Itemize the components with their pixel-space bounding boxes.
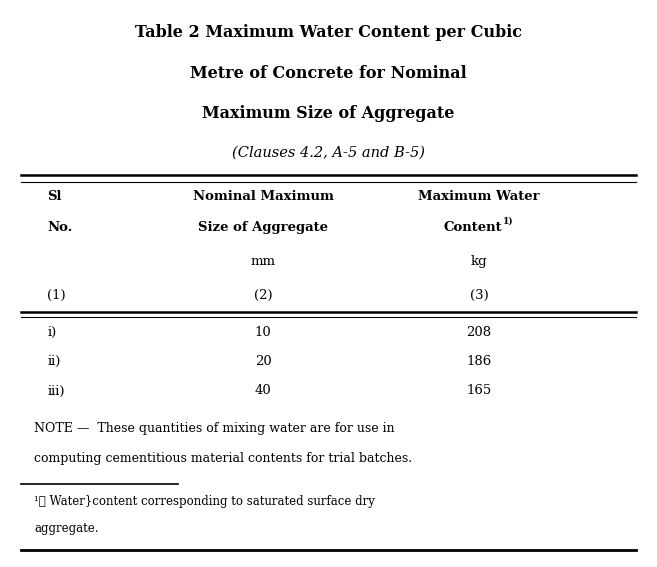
Text: Maximum Size of Aggregate: Maximum Size of Aggregate — [202, 105, 455, 122]
Text: ii): ii) — [47, 355, 60, 368]
Text: Metre of Concrete for Nominal: Metre of Concrete for Nominal — [190, 65, 467, 82]
Text: Table 2 Maximum Water Content per Cubic: Table 2 Maximum Water Content per Cubic — [135, 24, 522, 41]
Text: No.: No. — [47, 222, 72, 234]
Text: (2): (2) — [254, 289, 273, 302]
Text: Content: Content — [443, 222, 502, 234]
Text: Size of Aggregate: Size of Aggregate — [198, 222, 328, 234]
Text: 1): 1) — [503, 217, 514, 226]
Text: aggregate.: aggregate. — [34, 522, 99, 535]
Text: 40: 40 — [255, 384, 271, 397]
Text: 165: 165 — [466, 384, 491, 397]
Text: 208: 208 — [466, 326, 491, 339]
Text: kg: kg — [470, 255, 487, 268]
Text: (3): (3) — [470, 289, 488, 302]
Text: (Clauses 4.2, A-5 and B-5): (Clauses 4.2, A-5 and B-5) — [232, 146, 425, 160]
Text: 10: 10 — [255, 326, 271, 339]
Text: Maximum Water: Maximum Water — [418, 191, 540, 204]
Text: 186: 186 — [466, 355, 491, 368]
Text: NOTE —  These quantities of mixing water are for use in: NOTE — These quantities of mixing water … — [34, 422, 395, 435]
Text: ¹⦾ Water}content corresponding to saturated surface dry: ¹⦾ Water}content corresponding to satura… — [34, 494, 375, 507]
Text: Nominal Maximum: Nominal Maximum — [193, 191, 334, 204]
Text: Sl: Sl — [47, 191, 62, 204]
Text: iii): iii) — [47, 384, 64, 397]
Text: 20: 20 — [255, 355, 271, 368]
Text: (1): (1) — [47, 289, 66, 302]
Text: i): i) — [47, 326, 57, 339]
Text: mm: mm — [250, 255, 275, 268]
Text: computing cementitious material contents for trial batches.: computing cementitious material contents… — [34, 452, 412, 464]
